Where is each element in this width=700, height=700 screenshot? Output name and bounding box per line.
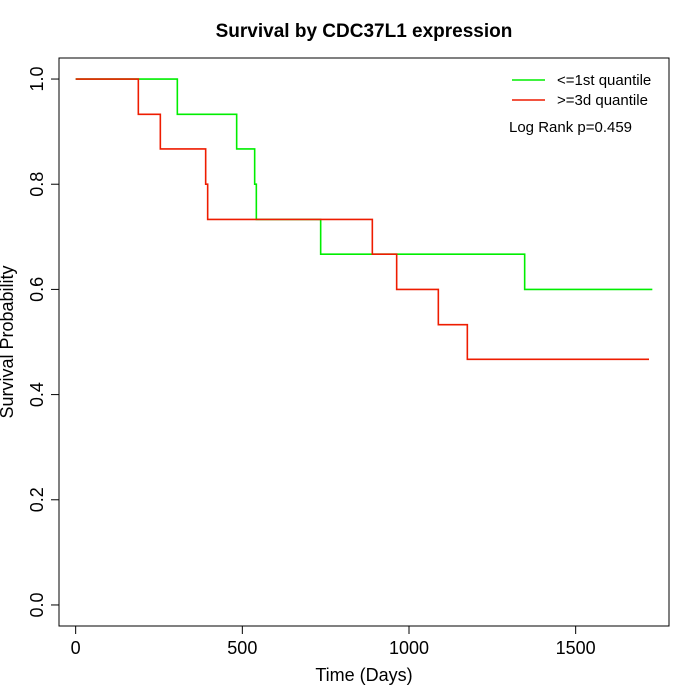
plot-frame xyxy=(58,57,670,627)
y-tick-label: 0.2 xyxy=(27,487,47,512)
survival-curves xyxy=(75,78,653,361)
y-tick-label: 0.6 xyxy=(27,277,47,302)
legend-label: <=1st quantile xyxy=(557,72,651,89)
chart-title: Survival by CDC37L1 expression xyxy=(216,21,513,42)
x-tick-label: 500 xyxy=(227,638,257,658)
survival-curve xyxy=(75,78,649,361)
y-tick-label: 0.0 xyxy=(27,592,47,617)
x-tick-label: 1500 xyxy=(556,638,596,658)
y-axis-label: Survival Probability xyxy=(0,265,17,418)
y-axis: 0.0 0.2 0.4 0.6 0.8 1.0 xyxy=(27,67,60,617)
log-rank-annotation: Log Rank p=0.459 xyxy=(509,119,632,136)
legend: <=1st quantile >=3d quantile xyxy=(512,72,651,109)
legend-label: >=3d quantile xyxy=(557,92,648,109)
x-axis: 0 500 1000 1500 xyxy=(71,625,596,658)
y-tick-label: 1.0 xyxy=(27,67,47,92)
y-tick-label: 0.4 xyxy=(27,382,47,407)
x-tick-label: 1000 xyxy=(389,638,429,658)
x-axis-label: Time (Days) xyxy=(315,665,412,685)
survival-curve xyxy=(75,78,653,291)
x-tick-label: 0 xyxy=(71,638,81,658)
y-tick-label: 0.8 xyxy=(27,172,47,197)
